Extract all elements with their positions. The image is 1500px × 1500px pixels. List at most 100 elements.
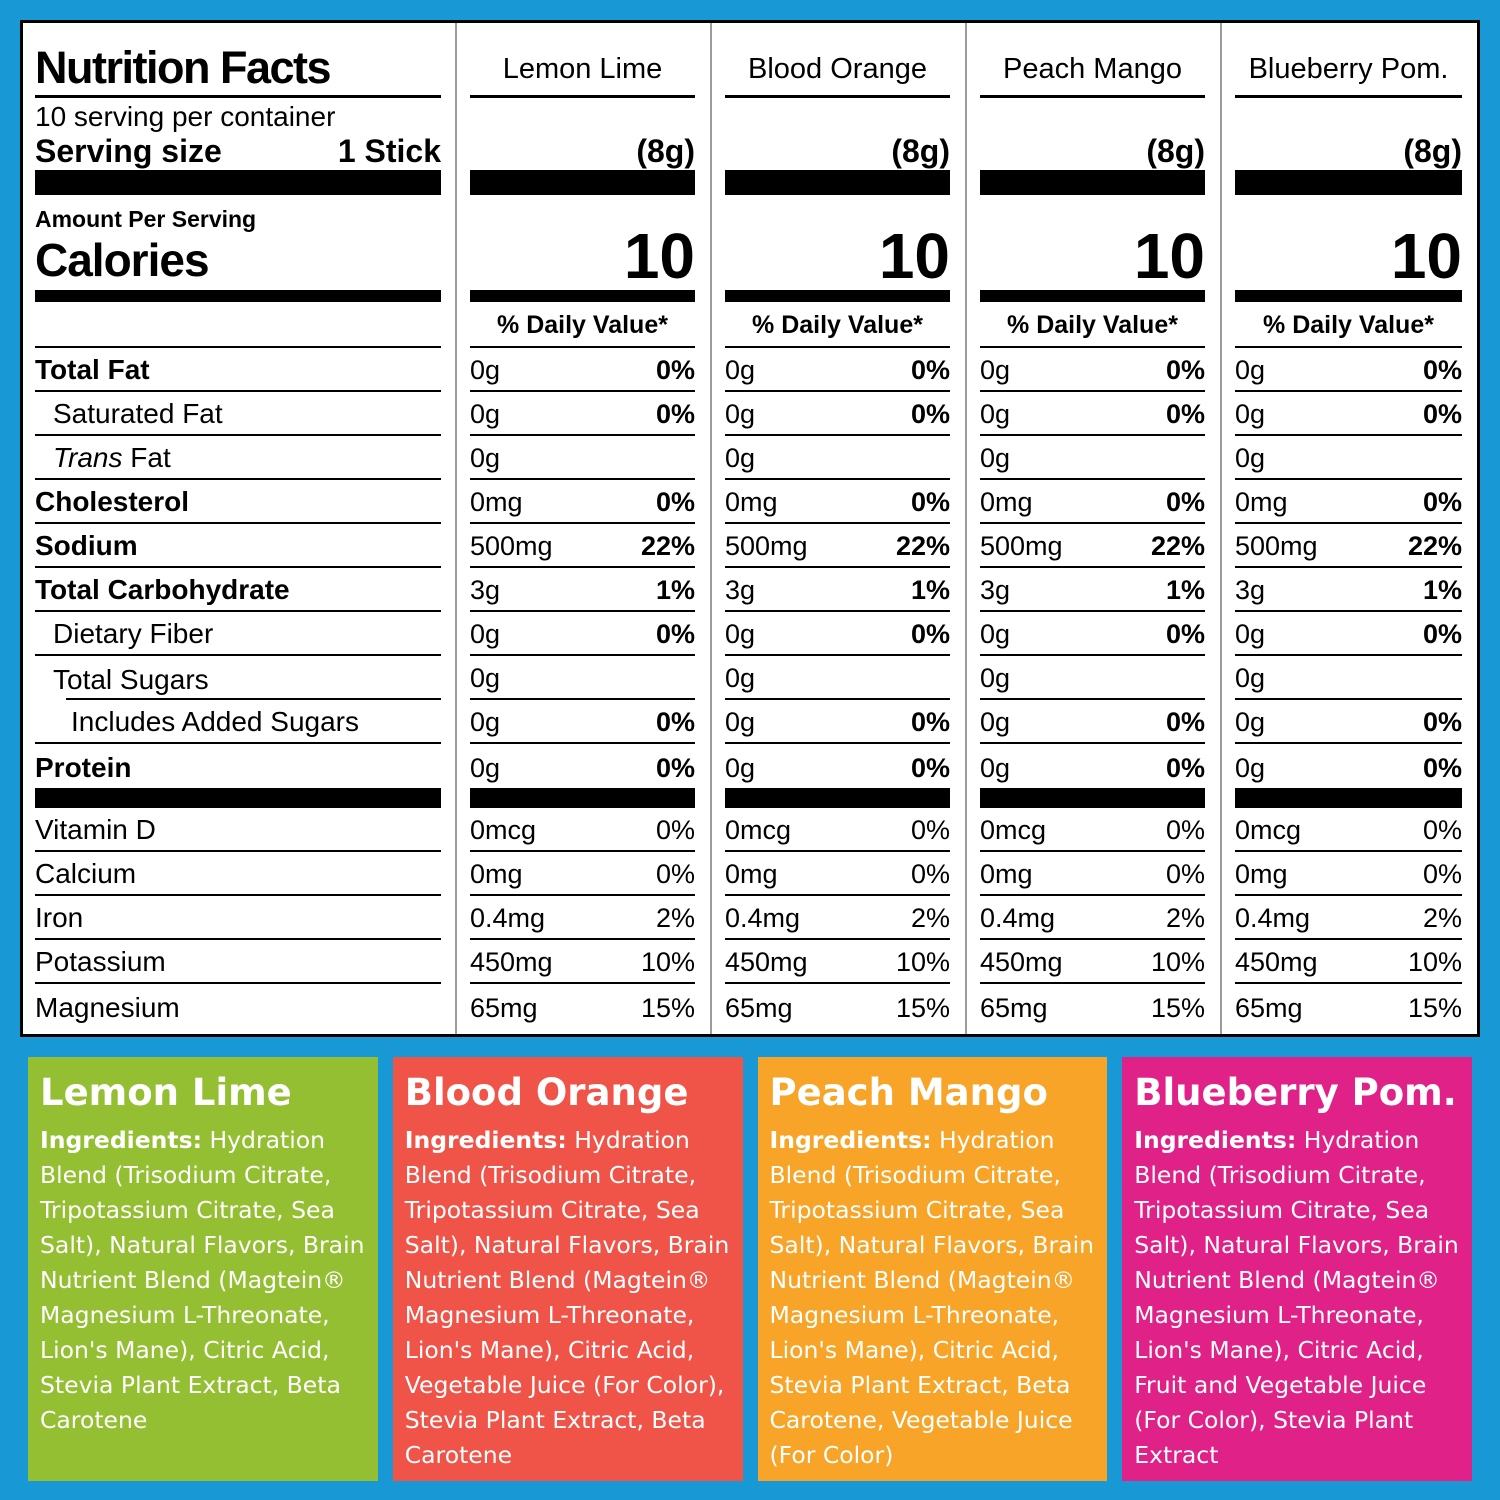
serving-weight: (8g): [636, 133, 695, 169]
daily-value: 10%: [895, 947, 950, 977]
serving-size-row: Serving size 1 Stick: [35, 135, 441, 167]
value: 3g: [725, 575, 756, 605]
value: 0g: [1235, 707, 1266, 737]
value: 0.4mg: [725, 903, 801, 933]
serving-size-value: 1 Stick: [337, 133, 441, 169]
value: 0g: [980, 663, 1011, 693]
value: 65mg: [980, 993, 1048, 1023]
value: 0g: [470, 663, 501, 693]
row-total-fat: 0g 0%: [980, 348, 1205, 392]
row-total-sugars: 0g: [470, 656, 695, 700]
row-protein: 0g 0%: [470, 744, 695, 788]
daily-value: 0%: [910, 707, 950, 737]
daily-value-header-spacer: [35, 302, 441, 348]
panel-title: Blueberry Pom.: [1134, 1071, 1457, 1114]
row-calcium: 0mg 0%: [1235, 852, 1462, 896]
row-potassium: 450mg 10%: [470, 940, 695, 984]
value: 0g: [725, 355, 756, 385]
row-total-fat: 0g 0%: [725, 348, 950, 392]
row-calcium: 0mg 0%: [980, 852, 1205, 896]
nutrient-name: Total Fat: [35, 354, 150, 385]
separator-bar-medium: [1235, 290, 1462, 302]
value: 0g: [725, 443, 756, 473]
daily-value: 2%: [910, 903, 950, 933]
value: 0mg: [1235, 859, 1288, 889]
row-total-carbohydrate: 3g 1%: [725, 568, 950, 612]
daily-value: 0%: [655, 399, 695, 429]
value: 3g: [470, 575, 501, 605]
value: 0.4mg: [470, 903, 546, 933]
value: 0g: [470, 443, 501, 473]
row-cholesterol: 0mg 0%: [1235, 480, 1462, 524]
row-cholesterol: Cholesterol: [35, 480, 441, 524]
row-calcium: 0mg 0%: [725, 852, 950, 896]
row-protein: 0g 0%: [1235, 744, 1462, 788]
separator-bar-medium: [470, 290, 695, 302]
row-total-carbohydrate: 3g 1%: [980, 568, 1205, 612]
row-total-sugars: 0g: [980, 656, 1205, 700]
value: 500mg: [1235, 531, 1318, 561]
flavor-calories: 10: [1235, 195, 1462, 290]
row-potassium: Potassium: [35, 940, 441, 984]
row-vitamin-d: 0mcg 0%: [470, 808, 695, 852]
daily-value: 0%: [910, 859, 950, 889]
daily-value: 0%: [655, 487, 695, 517]
daily-value: 22%: [640, 531, 695, 561]
value: 0mg: [980, 487, 1033, 517]
row-includes-added-sugars: 0g 0%: [470, 700, 695, 744]
row-saturated-fat: 0g 0%: [980, 392, 1205, 436]
row-total-carbohydrate: Total Carbohydrate: [35, 568, 441, 612]
daily-value: 15%: [1407, 993, 1462, 1023]
ingredients-label: Ingredients:: [769, 1125, 932, 1154]
daily-value: 0%: [655, 707, 695, 737]
row-iron: Iron: [35, 896, 441, 940]
value: 65mg: [470, 993, 538, 1023]
nutrient-name: Saturated Fat: [53, 398, 223, 429]
value: 3g: [980, 575, 1011, 605]
daily-value: 0%: [1165, 815, 1205, 845]
daily-value: 0%: [1165, 355, 1205, 385]
nutrient-name: Trans Fat: [53, 442, 171, 473]
daily-value: 1%: [1422, 575, 1462, 605]
nutrient-name: Potassium: [35, 946, 166, 977]
row-dietary-fiber: 0g 0%: [725, 612, 950, 656]
panel-peach-mango: Peach Mango Ingredients: Hydration Blend …: [757, 1057, 1108, 1481]
value: 0mg: [725, 487, 778, 517]
row-trans-fat: 0g: [980, 436, 1205, 480]
separator-bar-heavy: [35, 788, 441, 808]
row-protein: 0g 0%: [725, 744, 950, 788]
daily-value: 10%: [640, 947, 695, 977]
row-iron: 0.4mg 2%: [1235, 896, 1462, 940]
row-sodium: 500mg 22%: [980, 524, 1205, 568]
nutrient-name: Dietary Fiber: [53, 618, 214, 649]
panel-ingredients: Ingredients: Hydration Blend (Trisodium …: [404, 1125, 730, 1469]
daily-value: 0%: [1422, 859, 1462, 889]
panel-blueberry-pom: Blueberry Pom. Ingredients: Hydration Ble…: [1122, 1057, 1472, 1481]
calories-header: Amount Per Serving Calories: [35, 195, 441, 290]
daily-value: 2%: [1422, 903, 1462, 933]
value: 0g: [470, 399, 501, 429]
row-trans-fat: 0g: [725, 436, 950, 480]
daily-value: 15%: [640, 993, 695, 1023]
value: 0mg: [725, 859, 778, 889]
row-sodium: Sodium: [35, 524, 441, 568]
ingredients-label: Ingredients:: [40, 1125, 202, 1154]
row-calcium: Calcium: [35, 852, 441, 896]
row-sodium: 500mg 22%: [1235, 524, 1462, 568]
panel-title: Lemon Lime: [40, 1071, 292, 1114]
row-vitamin-d: Vitamin D: [35, 808, 441, 852]
value: 450mg: [980, 947, 1063, 977]
daily-value: 15%: [1150, 993, 1205, 1023]
nutrient-name: Protein: [35, 752, 132, 783]
column-blood-orange: Blood Orange (8g) 10 % Daily Value* 0g 0% 0g 0%…: [710, 23, 965, 1034]
row-cholesterol: 0mg 0%: [470, 480, 695, 524]
panel-title: Peach Mango: [769, 1071, 1048, 1114]
flavor-name: Blueberry Pom.: [1248, 53, 1449, 85]
row-magnesium: Magnesium: [35, 984, 441, 1028]
daily-value: 0%: [1165, 619, 1205, 649]
flavor-name: Peach Mango: [1003, 53, 1182, 85]
row-total-fat: Total Fat: [35, 348, 441, 392]
row-cholesterol: 0mg 0%: [725, 480, 950, 524]
row-dietary-fiber: 0g 0%: [1235, 612, 1462, 656]
row-saturated-fat: 0g 0%: [1235, 392, 1462, 436]
